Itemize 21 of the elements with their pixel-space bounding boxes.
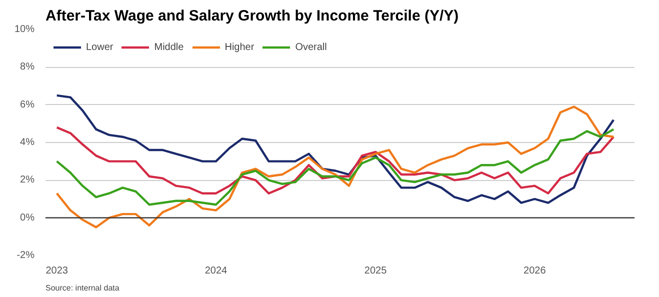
x-tick-label: 2025 — [364, 266, 388, 276]
line-series — [56, 128, 615, 206]
x-tick-label: 2026 — [524, 266, 546, 276]
y-tick-label: 10% — [14, 24, 35, 35]
line-series — [56, 106, 615, 228]
x-tick-label: 2024 — [204, 266, 228, 276]
y-tick-label: 8% — [20, 62, 35, 73]
line-series — [56, 126, 615, 194]
legend-label: Higher — [224, 42, 254, 52]
y-tick-label: 4% — [20, 137, 35, 148]
legend-label: Middle — [154, 42, 184, 52]
y-tick-label: 6% — [20, 99, 35, 110]
y-tick-label: 2% — [20, 174, 35, 186]
source-note: Source: internal data — [46, 284, 120, 292]
legend-label: Overall — [295, 42, 327, 52]
legend-label: Lower — [86, 42, 114, 52]
y-tick-label: -2% — [16, 250, 35, 261]
y-tick-label: 0% — [20, 212, 35, 224]
x-tick-label: 2023 — [46, 266, 68, 276]
line-series — [56, 94, 615, 204]
chart-title: After-Tax Wage and Salary Growth by Income Tercile (Y/Y) — [46, 8, 459, 24]
